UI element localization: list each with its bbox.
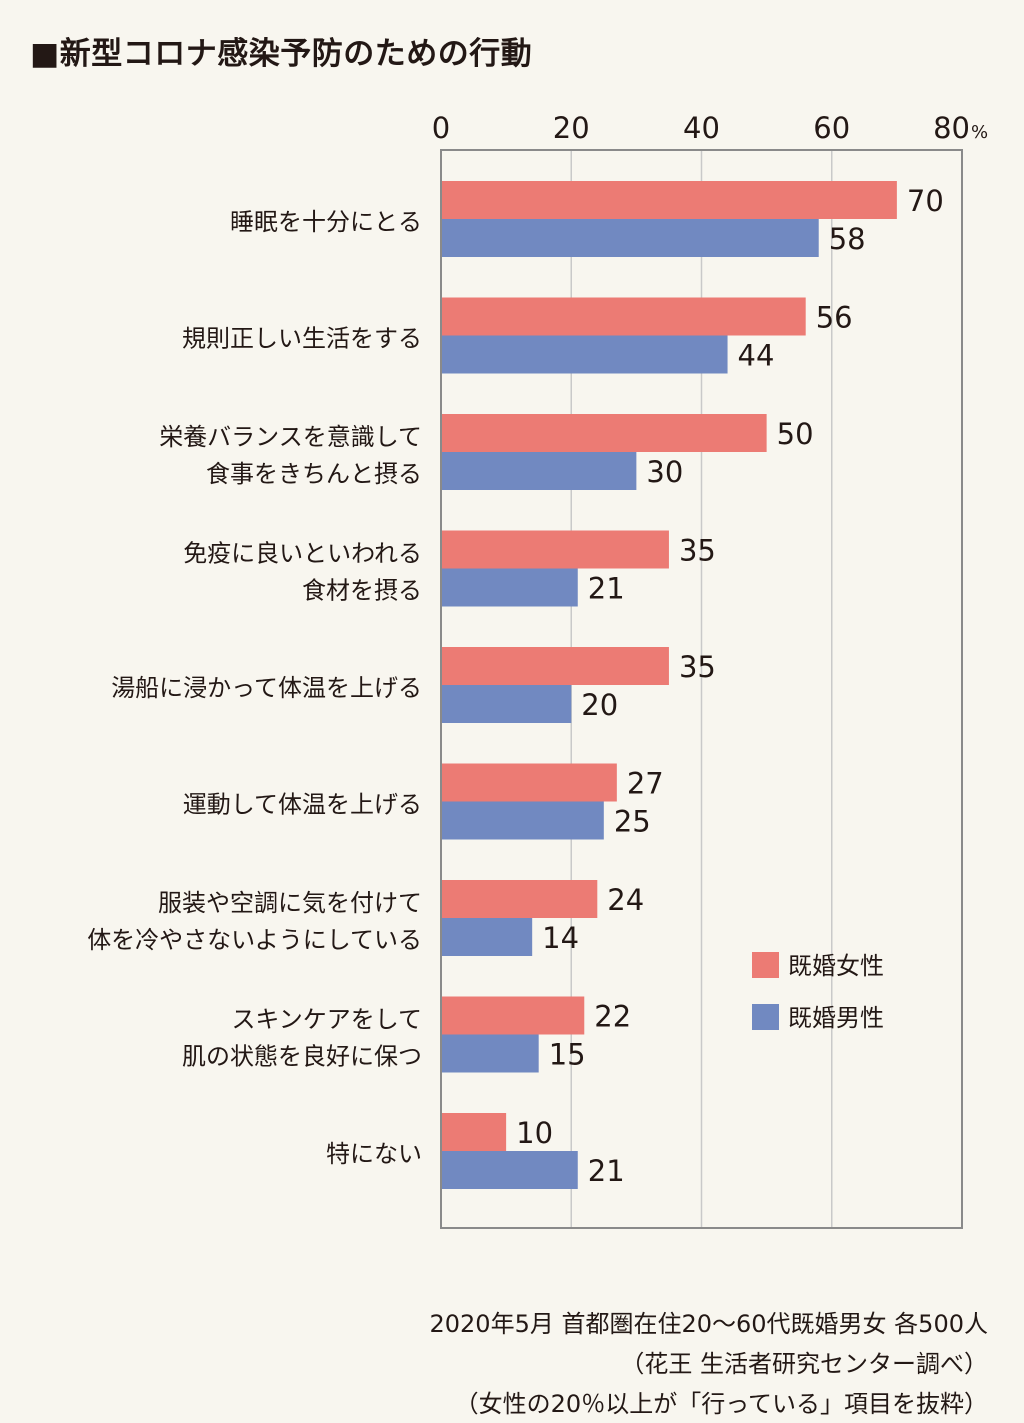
x-tick-label: 60	[813, 111, 850, 145]
legend-swatch	[752, 952, 779, 978]
bar-female	[442, 880, 598, 918]
data-label: 44	[738, 339, 775, 373]
category-label: 規則正しい生活をする	[182, 325, 422, 353]
category-label: 体を冷やさないようにしている	[87, 926, 422, 954]
data-label: 20	[581, 688, 618, 722]
x-tick-label: 40	[683, 111, 720, 145]
data-label: 56	[816, 301, 853, 335]
bar-male	[442, 1034, 539, 1073]
footer-note: （女性の20％以上が「行っている」項目を抜粋）	[454, 1390, 988, 1418]
bar-female	[442, 530, 669, 569]
x-tick-label: 0	[432, 111, 450, 145]
x-tick-label: 20	[553, 111, 590, 145]
footer-source: （花王 生活者研究センター調べ）	[620, 1350, 988, 1378]
bar-male	[442, 335, 728, 374]
data-label: 14	[542, 921, 579, 955]
bar-male	[442, 801, 604, 840]
bar-male	[442, 1151, 578, 1189]
bar-female	[442, 996, 585, 1035]
data-label: 21	[588, 1154, 625, 1188]
bar-male	[442, 568, 578, 607]
data-label: 58	[829, 222, 866, 256]
category-label: 湯船に浸かって体温を上げる	[111, 674, 422, 702]
category-label: 特にない	[326, 1140, 422, 1168]
category-label: 肌の状態を良好に保つ	[182, 1043, 422, 1071]
bar-male	[442, 219, 819, 257]
x-unit-label: %	[971, 122, 988, 143]
bar-male	[442, 918, 533, 956]
data-label: 21	[588, 572, 625, 606]
category-label: 食事をきちんと摂る	[206, 460, 422, 488]
category-label: スキンケアをして	[231, 1006, 422, 1034]
bar-female	[442, 181, 897, 219]
data-label: 22	[594, 1000, 631, 1034]
data-label: 70	[907, 184, 944, 218]
data-label: 25	[614, 805, 651, 839]
category-label: 睡眠を十分にとる	[230, 208, 422, 236]
bar-female	[442, 414, 767, 452]
bar-female	[442, 763, 617, 802]
category-label: 服装や空調に気を付けて	[158, 889, 422, 917]
data-label: 35	[679, 650, 716, 684]
bar-male	[442, 452, 637, 490]
footer-survey-info: 2020年5月 首都圏在住20〜60代既婚男女 各500人	[429, 1310, 989, 1338]
legend-label: 既婚女性	[788, 952, 884, 980]
data-label: 10	[516, 1116, 553, 1150]
legend-swatch	[752, 1004, 779, 1030]
data-label: 27	[627, 767, 664, 801]
bar-male	[442, 685, 572, 723]
category-label: 食材を摂る	[302, 577, 422, 605]
data-label: 50	[777, 417, 814, 451]
bar-female	[442, 297, 806, 336]
x-tick-label: 80	[933, 111, 970, 145]
category-label: 免疫に良いといわれる	[183, 540, 422, 568]
chart-title: ■新型コロナ感染予防のための行動	[30, 36, 533, 72]
data-label: 24	[607, 883, 644, 917]
data-label: 15	[549, 1038, 586, 1072]
plot-frame	[440, 149, 963, 1229]
category-label: 栄養バランスを意識して	[159, 423, 422, 451]
bar-female	[442, 1113, 507, 1151]
bar-female	[442, 647, 669, 685]
legend-label: 既婚男性	[788, 1004, 884, 1032]
data-label: 35	[679, 534, 716, 568]
category-label: 運動して体温を上げる	[183, 791, 422, 819]
data-label: 30	[646, 455, 683, 489]
